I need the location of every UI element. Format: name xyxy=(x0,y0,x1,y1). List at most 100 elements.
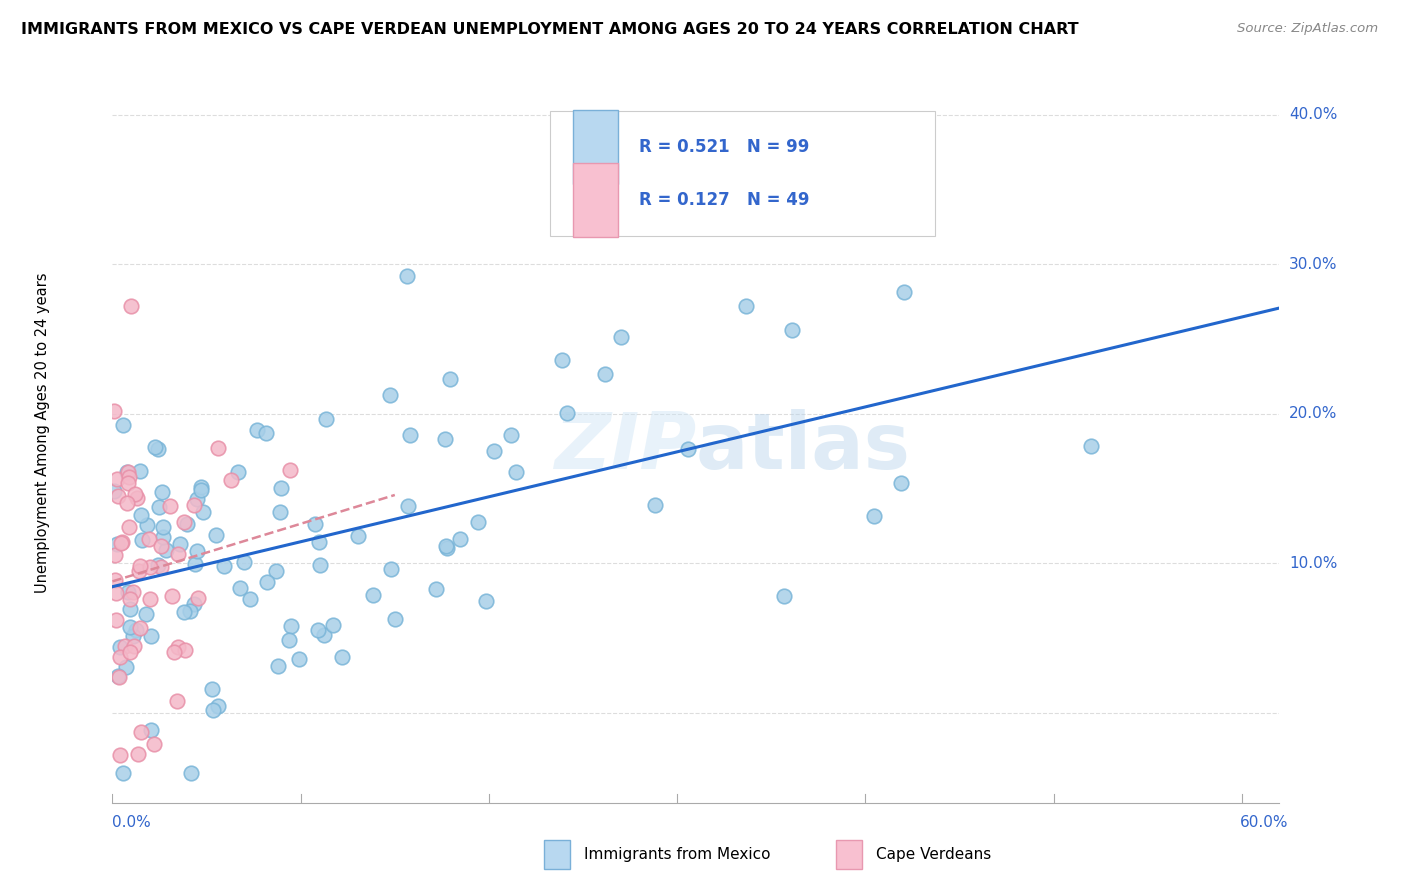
Point xyxy=(183,557,205,571)
Point xyxy=(595,367,617,381)
Point xyxy=(434,539,457,553)
Point xyxy=(127,747,149,761)
Point xyxy=(228,465,250,479)
Point xyxy=(114,639,136,653)
Point xyxy=(148,500,170,515)
Point xyxy=(246,423,269,437)
Point xyxy=(152,520,174,534)
Point xyxy=(149,560,172,574)
Text: ZIP: ZIP xyxy=(554,409,696,485)
Point xyxy=(773,589,796,603)
Point xyxy=(174,642,197,657)
Point xyxy=(118,620,141,634)
Point xyxy=(396,499,419,513)
Point xyxy=(893,285,915,300)
Point xyxy=(186,491,208,506)
Point xyxy=(104,585,127,599)
Point xyxy=(287,652,309,666)
Point xyxy=(146,442,169,457)
Point xyxy=(169,537,191,551)
Point xyxy=(308,535,330,549)
Point xyxy=(467,515,489,529)
Point xyxy=(117,476,139,491)
Point xyxy=(267,658,290,673)
Point xyxy=(219,473,242,487)
Point xyxy=(150,484,173,499)
Point xyxy=(309,558,332,572)
Point xyxy=(550,353,572,368)
Point xyxy=(125,491,148,505)
Point xyxy=(254,426,277,441)
Point xyxy=(105,472,128,486)
Point xyxy=(118,470,141,484)
Point xyxy=(160,589,183,603)
Point xyxy=(125,623,148,637)
Point xyxy=(111,417,134,432)
Point xyxy=(183,597,205,611)
Point xyxy=(104,548,127,562)
Point xyxy=(201,681,224,696)
Point xyxy=(330,650,353,665)
Point xyxy=(110,640,132,655)
Point xyxy=(505,465,527,479)
Point xyxy=(212,559,235,574)
Point xyxy=(264,564,287,578)
Point xyxy=(104,573,127,587)
Text: 30.0%: 30.0% xyxy=(1289,257,1337,272)
Point xyxy=(108,747,131,762)
Point xyxy=(118,592,141,607)
Point xyxy=(555,406,578,420)
Point xyxy=(439,371,461,385)
Point xyxy=(396,269,419,284)
Point xyxy=(425,582,447,597)
Point xyxy=(499,428,522,442)
Point xyxy=(180,765,202,780)
Point xyxy=(312,628,335,642)
Point xyxy=(173,605,195,619)
Point xyxy=(117,465,139,479)
Point xyxy=(115,660,138,674)
Point xyxy=(118,602,141,616)
FancyBboxPatch shape xyxy=(574,111,617,185)
Point xyxy=(112,765,135,780)
Point xyxy=(143,737,166,751)
Text: Immigrants from Mexico: Immigrants from Mexico xyxy=(583,847,770,863)
Point xyxy=(155,543,177,558)
Point xyxy=(110,534,132,549)
Point xyxy=(122,585,145,599)
Point xyxy=(204,528,226,542)
Point xyxy=(103,403,125,417)
Point xyxy=(280,619,302,633)
Text: 40.0%: 40.0% xyxy=(1289,107,1337,122)
Point xyxy=(207,699,229,714)
Text: Source: ZipAtlas.com: Source: ZipAtlas.com xyxy=(1237,22,1378,36)
Point xyxy=(278,633,301,648)
FancyBboxPatch shape xyxy=(837,840,862,870)
Point xyxy=(307,623,329,637)
Point xyxy=(115,495,138,509)
Point xyxy=(890,476,912,491)
Text: atlas: atlas xyxy=(696,409,911,485)
Point xyxy=(105,536,128,550)
Point xyxy=(110,649,132,664)
Text: 0.0%: 0.0% xyxy=(112,814,152,830)
Point xyxy=(474,594,496,608)
Point xyxy=(122,639,145,653)
Point xyxy=(167,547,190,561)
Point xyxy=(384,612,406,626)
Point xyxy=(207,441,229,455)
Point xyxy=(378,388,401,402)
Point xyxy=(163,645,186,659)
Point xyxy=(138,591,160,606)
Point xyxy=(862,509,884,524)
Point xyxy=(173,516,195,530)
Point xyxy=(176,516,198,531)
Text: R = 0.127   N = 49: R = 0.127 N = 49 xyxy=(638,191,810,209)
Point xyxy=(107,489,129,503)
Point xyxy=(138,559,160,574)
Point xyxy=(159,499,181,513)
Point xyxy=(117,584,139,599)
Point xyxy=(108,670,131,684)
Point xyxy=(117,465,139,479)
Text: 10.0%: 10.0% xyxy=(1289,556,1337,571)
